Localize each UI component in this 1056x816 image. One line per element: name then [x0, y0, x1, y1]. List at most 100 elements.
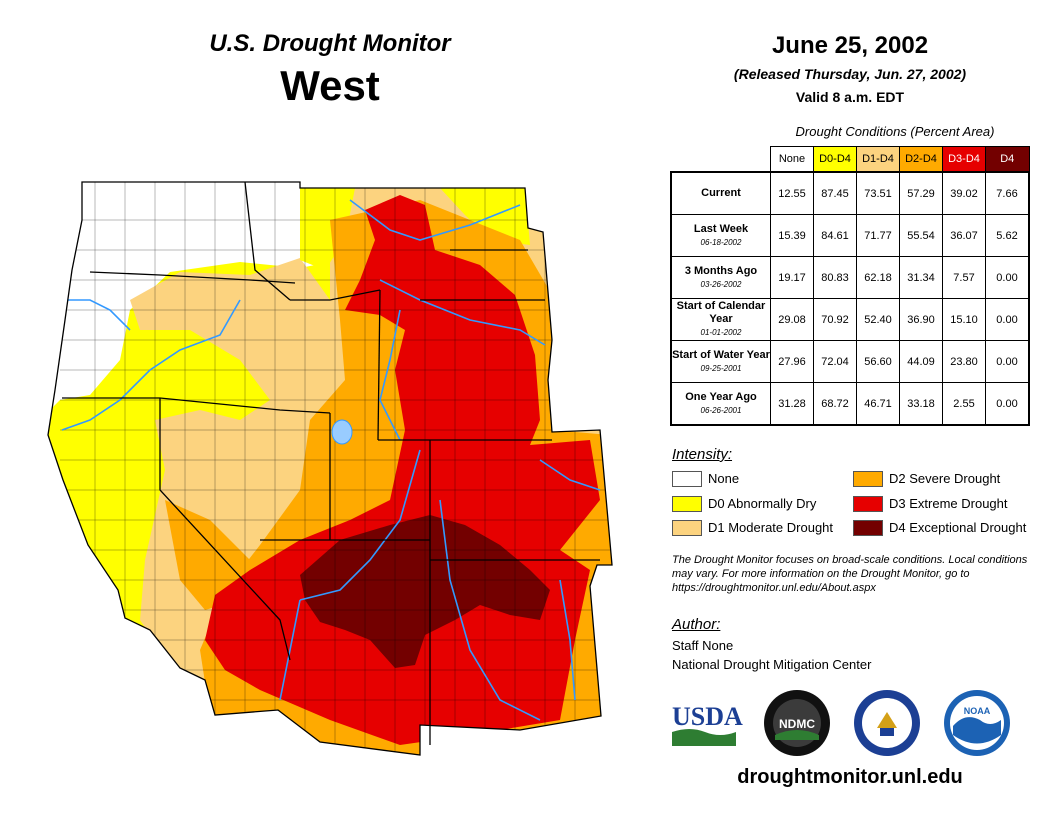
cell-d3-d4: 2.55: [942, 382, 986, 426]
row-date: 09-25-2001: [700, 363, 742, 373]
table-row-one-year-ago: One Year Ago 06-26-2001 31.28 68.72 46.71…: [670, 382, 1030, 426]
cell-d4: 0.00: [985, 382, 1030, 426]
author-org: National Drought Mitigation Center: [672, 657, 872, 672]
svg-text:NOAA: NOAA: [964, 706, 991, 716]
cell-d2-d4: 36.90: [899, 298, 943, 341]
cell-none: 19.17: [770, 256, 814, 299]
svg-text:NDMC: NDMC: [779, 717, 815, 731]
col-header-d4: D4: [985, 146, 1030, 173]
cell-d0-d4: 68.72: [813, 382, 857, 426]
legend-swatch: [853, 470, 883, 487]
legend-swatch: [672, 519, 702, 536]
author-title: Author:: [672, 616, 721, 633]
legend-item-d2: D2 Severe Drought: [853, 470, 1000, 488]
table-row-start-water-year: Start of Water Year 09-25-2001 27.96 72.0…: [670, 340, 1030, 383]
table-corner: [671, 147, 771, 173]
cell-d1-d4: 52.40: [856, 298, 900, 341]
county-lines: [60, 182, 612, 755]
row-date: 06-18-2002: [700, 237, 742, 247]
col-header-d3-d4: D3-D4: [942, 146, 986, 173]
legend-swatch: [853, 519, 883, 536]
cell-d1-d4: 46.71: [856, 382, 900, 426]
row-label: 3 Months Ago 03-26-2002: [670, 256, 771, 299]
legend-item-d0: D0 Abnormally Dry: [672, 495, 816, 513]
col-header-d2-d4: D2-D4: [899, 146, 943, 173]
release-date: (Released Thursday, Jun. 27, 2002): [733, 66, 967, 82]
cell-d0-d4: 80.83: [813, 256, 857, 299]
cell-d3-d4: 36.07: [942, 214, 986, 257]
cell-d2-d4: 44.09: [899, 340, 943, 383]
cell-d2-d4: 33.18: [899, 382, 943, 426]
ndmc-logo: NDMC: [764, 690, 830, 756]
row-date: 06-26-2001: [700, 405, 742, 415]
cell-d0-d4: 84.61: [813, 214, 857, 257]
cell-d3-d4: 15.10: [942, 298, 986, 341]
noaa-logo: NOAA: [944, 690, 1010, 756]
cell-d0-d4: 87.45: [813, 171, 857, 215]
legend-swatch: [672, 470, 702, 487]
usda-logo: USDA: [672, 702, 743, 746]
legend-title: Intensity:: [672, 446, 733, 463]
cell-d2-d4: 57.29: [899, 171, 943, 215]
legend-swatch: [853, 495, 883, 512]
commerce-seal: [854, 690, 920, 756]
cell-none: 31.28: [770, 382, 814, 426]
table-row-last-week: Last Week 06-18-2002 15.39 84.61 71.77 55…: [670, 214, 1030, 257]
cell-d1-d4: 56.60: [856, 340, 900, 383]
valid-time: Valid 8 a.m. EDT: [795, 89, 905, 105]
svg-text:USDA: USDA: [672, 702, 743, 731]
cell-d4: 0.00: [985, 340, 1030, 383]
map-date: June 25, 2002: [771, 32, 929, 59]
cell-d1-d4: 73.51: [856, 171, 900, 215]
legend-item-d1: D1 Moderate Drought: [672, 519, 833, 537]
row-date: 01-01-2002: [700, 328, 742, 337]
area-d2-nevada: [165, 500, 250, 610]
legend-item-d4: D4 Exceptional Drought: [853, 519, 1026, 537]
row-label: One Year Ago 06-26-2001: [670, 382, 771, 426]
region-title: West: [280, 62, 380, 109]
great-salt-lake: [331, 419, 353, 445]
cell-d0-d4: 72.04: [813, 340, 857, 383]
cell-d4: 5.62: [985, 214, 1030, 257]
legend-item-none: None: [672, 470, 739, 488]
area-d0-montana: [300, 188, 355, 270]
cell-d2-d4: 31.34: [899, 256, 943, 299]
col-header-none: None: [770, 146, 814, 173]
state-borders: [47, 181, 613, 756]
table-header-row: None D0-D4 D1-D4 D2-D4 D3-D4 D4: [671, 146, 1030, 173]
cell-d2-d4: 55.54: [899, 214, 943, 257]
partner-logos: USDA NDMC NOAA: [672, 690, 1010, 756]
product-title: U.S. Drought Monitor: [209, 30, 451, 57]
rivers: [61, 199, 601, 721]
drought-map[interactable]: [40, 160, 670, 780]
cell-none: 29.08: [770, 298, 814, 341]
cell-d4: 0.00: [985, 256, 1030, 299]
cell-none: 12.55: [770, 171, 814, 215]
cell-d3-d4: 23.80: [942, 340, 986, 383]
row-label: Start of Calendar Year 01-01-2002: [670, 298, 771, 341]
table-row-start-calendar-year: Start of Calendar Year 01-01-2002 29.08 7…: [670, 298, 1030, 341]
author-name: Staff None: [672, 638, 734, 653]
row-label: Current: [670, 171, 771, 215]
disclaimer-note: The Drought Monitor focuses on broad-sca…: [672, 554, 1028, 594]
row-date: 03-26-2002: [700, 279, 742, 289]
cell-d3-d4: 39.02: [942, 171, 986, 215]
cell-d4: 0.00: [985, 298, 1030, 341]
drought-statistics-table: None D0-D4 D1-D4 D2-D4 D3-D4 D4 Current …: [670, 146, 1030, 426]
table-row-3-months-ago: 3 Months Ago 03-26-2002 19.17 80.83 62.18…: [670, 256, 1030, 299]
cell-d1-d4: 62.18: [856, 256, 900, 299]
cell-none: 27.96: [770, 340, 814, 383]
table-caption: Drought Conditions (Percent Area): [795, 124, 995, 139]
cell-d0-d4: 70.92: [813, 298, 857, 341]
table-row-current: Current 12.55 87.45 73.51 57.29 39.02 7.…: [670, 171, 1030, 215]
cell-d1-d4: 71.77: [856, 214, 900, 257]
legend-swatch: [672, 495, 702, 512]
legend-item-d3: D3 Extreme Drought: [853, 495, 1008, 513]
cell-d3-d4: 7.57: [942, 256, 986, 299]
website-url[interactable]: droughtmonitor.unl.edu: [737, 766, 963, 788]
row-label: Start of Water Year 09-25-2001: [670, 340, 771, 383]
col-header-d0-d4: D0-D4: [813, 146, 857, 173]
cell-none: 15.39: [770, 214, 814, 257]
row-label: Last Week 06-18-2002: [670, 214, 771, 257]
cell-d4: 7.66: [985, 171, 1030, 215]
